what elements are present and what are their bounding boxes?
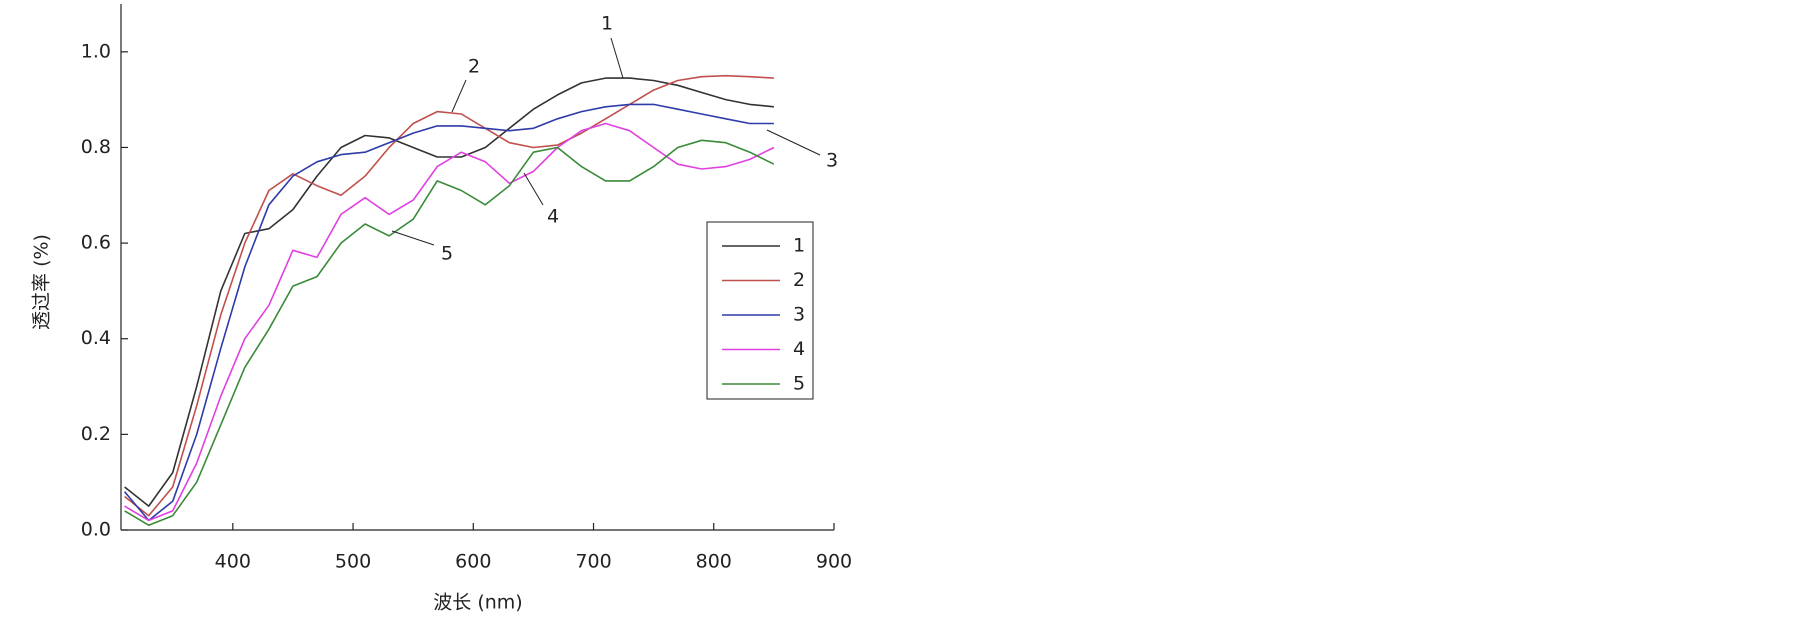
annotation-leader [391,230,435,246]
y-tick-label: 0.4 [81,327,111,349]
y-tick-label: 1.0 [81,40,111,62]
legend-label: 2 [793,269,805,291]
series-line [124,74,774,517]
annotation-leader [610,37,624,79]
series-line [123,103,774,522]
series-line [124,139,775,526]
legend-label: 1 [793,235,805,257]
x-tick-label: 900 [816,551,852,573]
x-tick-label: 400 [215,551,251,573]
x-tick-label: 500 [335,551,371,573]
y-tick-label: 0.6 [81,232,111,254]
annotation: 2 [468,56,480,78]
legend-label: 4 [793,338,805,360]
legend-label: 3 [793,304,805,326]
annotation: 4 [547,206,559,228]
annotation-leader [766,129,821,156]
annotation: 5 [441,243,453,265]
annotation: 1 [601,13,613,35]
x-tick-label: 800 [696,551,732,573]
series-line [124,77,774,507]
y-tick-label: 0.0 [81,519,111,541]
x-tick-label: 700 [575,551,611,573]
y-tick-label: 0.2 [81,423,111,445]
annotation-leader [523,172,544,206]
x-axis-label: 波长 (nm) [433,592,522,614]
series-line [124,122,775,522]
annotation: 3 [826,150,838,172]
x-tick-label: 600 [455,551,491,573]
y-axis-label: 透过率 (%) [31,234,53,330]
legend-label: 5 [793,373,805,395]
annotation-leader [451,79,467,113]
y-tick-label: 0.8 [81,136,111,158]
legend-box [706,221,814,400]
